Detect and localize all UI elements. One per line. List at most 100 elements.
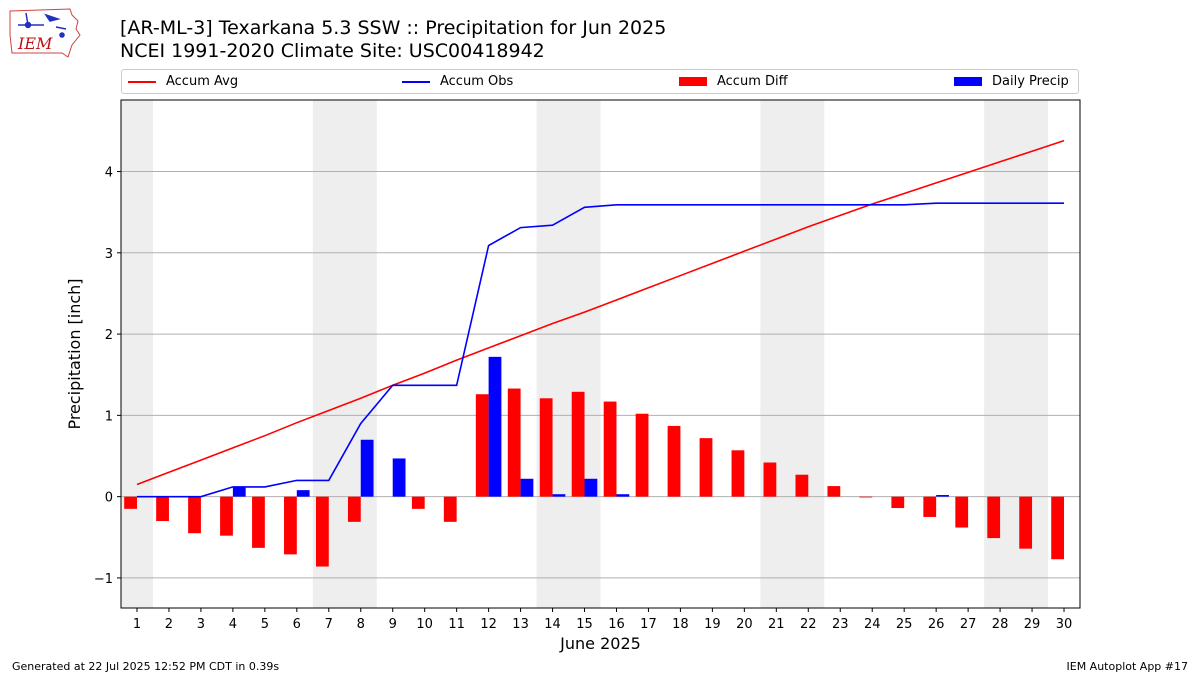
- weekend-shade-0: [121, 100, 153, 608]
- x-tick-label: 24: [864, 617, 881, 632]
- legend-label-accum-diff: Accum Diff: [717, 74, 788, 89]
- legend-swatch-accum-obs: [402, 80, 430, 83]
- accum-diff-bar: [859, 496, 873, 498]
- accum-diff-bar: [571, 391, 585, 497]
- chart-title: [AR-ML-3] Texarkana 5.3 SSW :: Precipita…: [120, 17, 667, 39]
- weekend-shade-3: [760, 100, 825, 608]
- legend-item-accum-avg: Accum Avg: [128, 70, 238, 93]
- accum-diff-bar: [252, 496, 265, 548]
- daily-precip-bar: [360, 439, 374, 497]
- accum-diff-bar: [827, 486, 841, 497]
- x-tick-label: 23: [832, 617, 849, 632]
- legend-swatch-daily-precip: [954, 77, 982, 86]
- accum-diff-bar: [891, 496, 905, 509]
- y-tick-label: 3: [105, 247, 113, 262]
- x-tick-label: 6: [293, 617, 301, 632]
- daily-precip-bar: [616, 494, 630, 497]
- x-tick-label: 1: [133, 617, 141, 632]
- accum-diff-bar: [987, 496, 1001, 539]
- x-tick-label: 16: [608, 617, 625, 632]
- legend-label-accum-obs: Accum Obs: [440, 74, 514, 89]
- y-tick-label: −1: [94, 572, 113, 587]
- y-tick-label: 0: [105, 491, 113, 506]
- x-tick-label: 30: [1056, 617, 1073, 632]
- legend-swatch-accum-diff: [679, 77, 707, 86]
- accum-diff-bar: [507, 388, 521, 497]
- daily-precip-bar: [232, 486, 246, 497]
- accum-diff-bar: [475, 394, 489, 497]
- accum-diff-bar: [763, 462, 777, 497]
- daily-precip-bar: [936, 495, 949, 497]
- daily-precip-bar: [296, 490, 310, 497]
- legend: Accum Avg Accum Obs Accum Diff Daily Pre…: [121, 69, 1079, 94]
- daily-precip-bar: [392, 458, 406, 497]
- accum-diff-bar: [156, 496, 169, 522]
- accum-diff-bar: [124, 496, 137, 509]
- x-tick-label: 11: [448, 617, 465, 632]
- weekend-shade-1: [312, 100, 377, 608]
- daily-precip-bar: [584, 478, 598, 497]
- chart-subtitle: NCEI 1991-2020 Climate Site: USC00418942: [120, 40, 545, 62]
- weather-instrument-icon: [18, 12, 67, 38]
- accum-diff-bar: [635, 413, 649, 497]
- daily-precip-bar: [552, 494, 566, 497]
- accum-diff-bar: [731, 450, 745, 497]
- legend-item-accum-diff: Accum Diff: [679, 70, 788, 93]
- logo-text: IEM: [17, 34, 53, 53]
- accum-diff-bar: [220, 496, 233, 536]
- weekend-shade-4: [984, 100, 1049, 608]
- x-tick-label: 27: [960, 617, 977, 632]
- footer-generated-time: Generated at 22 Jul 2025 12:52 PM CDT in…: [12, 660, 280, 673]
- accum-diff-bar: [603, 401, 617, 497]
- footer-app-id: IEM Autoplot App #17: [1066, 660, 1189, 673]
- accum-diff-bar: [443, 496, 457, 522]
- x-tick-label: 26: [928, 617, 945, 632]
- accum-diff-bar: [923, 496, 937, 517]
- accum-diff-bar: [347, 496, 361, 522]
- plot-frame: [120, 99, 1081, 609]
- x-tick-label: 18: [672, 617, 689, 632]
- x-tick-label: 29: [1024, 617, 1041, 632]
- accum-avg-line: [136, 139, 1065, 486]
- accum-diff-bar: [699, 438, 713, 497]
- x-axis-label: June 2025: [559, 634, 641, 653]
- x-tick-label: 2: [165, 617, 173, 632]
- x-tick-label: 4: [229, 617, 237, 632]
- y-tick-label: 2: [105, 328, 113, 343]
- weekend-shade-2: [536, 100, 601, 608]
- y-axis-label: Precipitation [inch]: [65, 278, 84, 429]
- x-tick-label: 10: [416, 617, 433, 632]
- accum-diff-bar: [1019, 496, 1033, 549]
- x-tick-label: 3: [197, 617, 205, 632]
- x-tick-label: 7: [325, 617, 333, 632]
- y-tick-label: 1: [105, 409, 113, 424]
- x-tick-label: 14: [544, 617, 561, 632]
- x-tick-label: 12: [480, 617, 497, 632]
- accum-diff-bar: [667, 425, 681, 497]
- x-tick-label: 5: [261, 617, 269, 632]
- accum-diff-bar: [411, 496, 425, 509]
- legend-label-accum-avg: Accum Avg: [166, 74, 239, 89]
- accum-diff-bar: [795, 474, 809, 497]
- accum-diff-bar: [1051, 496, 1065, 560]
- legend-item-accum-obs: Accum Obs: [402, 70, 513, 93]
- x-tick-label: 22: [800, 617, 817, 632]
- x-tick-label: 13: [512, 617, 529, 632]
- daily-precip-bar: [520, 478, 534, 497]
- x-tick-label: 25: [896, 617, 913, 632]
- legend-swatch-accum-avg: [128, 80, 156, 83]
- x-tick-label: 20: [736, 617, 753, 632]
- y-tick-label: 4: [105, 166, 113, 181]
- accum-diff-bar: [315, 496, 329, 567]
- x-tick-label: 21: [768, 617, 785, 632]
- accum-diff-bar: [955, 496, 969, 528]
- legend-item-daily-precip: Daily Precip: [954, 70, 1069, 93]
- accum-diff-bar: [539, 398, 553, 497]
- x-tick-label: 15: [576, 617, 593, 632]
- accum-diff-bar: [284, 496, 297, 555]
- x-tick-label: 19: [704, 617, 721, 632]
- accum-obs-line: [136, 202, 1065, 498]
- daily-precip-bar: [488, 356, 502, 497]
- x-tick-label: 8: [357, 617, 365, 632]
